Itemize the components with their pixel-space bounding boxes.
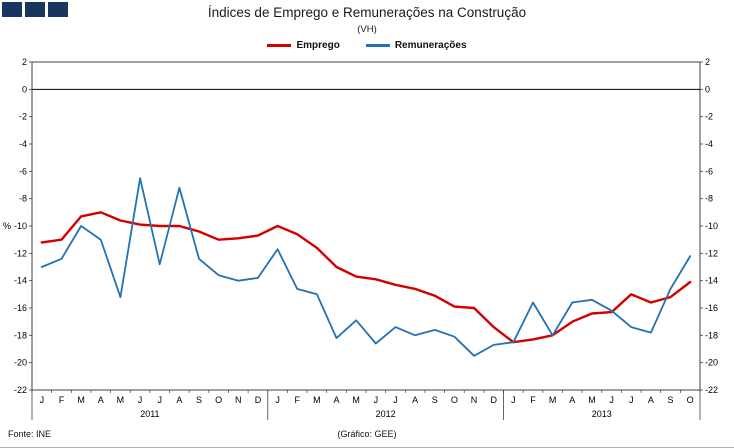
svg-text:-16: -16 xyxy=(705,303,718,313)
legend-item-remuneracoes: Remunerações xyxy=(365,40,467,51)
logo-square xyxy=(2,2,22,17)
svg-text:0: 0 xyxy=(22,84,27,94)
svg-text:O: O xyxy=(451,395,458,405)
chart-legend: Emprego Remunerações xyxy=(0,40,734,51)
svg-text:-6: -6 xyxy=(19,166,27,176)
svg-text:2: 2 xyxy=(22,57,27,67)
svg-text:M: M xyxy=(549,395,557,405)
svg-text:-10: -10 xyxy=(14,221,27,231)
logo xyxy=(2,2,68,17)
svg-text:S: S xyxy=(196,395,202,405)
svg-text:D: D xyxy=(490,395,497,405)
svg-text:-22: -22 xyxy=(705,385,718,395)
svg-text:-10: -10 xyxy=(705,221,718,231)
svg-text:S: S xyxy=(432,395,438,405)
svg-text:M: M xyxy=(117,395,125,405)
svg-text:N: N xyxy=(471,395,478,405)
legend-label-remuneracoes: Remunerações xyxy=(394,40,467,51)
legend-label-emprego: Emprego xyxy=(296,40,340,51)
chart-title: Índices de Emprego e Remunerações na Con… xyxy=(207,5,527,20)
credit-label: (Gráfico: GEE) xyxy=(337,429,397,439)
svg-text:%: % xyxy=(3,221,11,231)
svg-text:-8: -8 xyxy=(705,194,713,204)
logo-square xyxy=(25,2,45,17)
svg-text:J: J xyxy=(393,395,398,405)
svg-text:J: J xyxy=(40,395,45,405)
svg-text:-12: -12 xyxy=(705,248,718,258)
svg-text:-8: -8 xyxy=(19,194,27,204)
svg-text:-2: -2 xyxy=(705,112,713,122)
svg-text:M: M xyxy=(313,395,321,405)
legend-swatch-emprego xyxy=(267,44,292,47)
svg-text:2: 2 xyxy=(705,57,710,67)
svg-text:-14: -14 xyxy=(705,276,718,286)
svg-text:-20: -20 xyxy=(705,358,718,368)
svg-text:-20: -20 xyxy=(14,358,27,368)
source-label: Fonte: INE xyxy=(8,429,52,439)
svg-text:-16: -16 xyxy=(14,303,27,313)
svg-text:-22: -22 xyxy=(14,385,27,395)
logo-square xyxy=(48,2,68,17)
svg-text:O: O xyxy=(687,395,694,405)
svg-text:A: A xyxy=(334,395,340,405)
svg-text:2012: 2012 xyxy=(376,409,396,419)
svg-text:J: J xyxy=(138,395,143,405)
svg-text:A: A xyxy=(569,395,575,405)
svg-text:-14: -14 xyxy=(14,276,27,286)
svg-text:F: F xyxy=(530,395,536,405)
svg-text:J: J xyxy=(374,395,379,405)
chart-canvas: 2 2 0 0 -2 -2 -4 -4 -6 -6 -8 -8 -10 -10 -12 -12 -14 -14 -1… xyxy=(3,57,718,420)
svg-text:D: D xyxy=(255,395,262,405)
svg-text:M: M xyxy=(588,395,596,405)
svg-text:A: A xyxy=(648,395,654,405)
legend-swatch-remuneracoes xyxy=(365,44,390,47)
svg-text:J: J xyxy=(275,395,280,405)
svg-text:O: O xyxy=(215,395,222,405)
svg-text:-2: -2 xyxy=(19,112,27,122)
svg-text:-4: -4 xyxy=(19,139,27,149)
footer: Fonte: INE (Gráfico: GEE) xyxy=(0,429,734,443)
svg-text:J: J xyxy=(609,395,614,405)
svg-text:A: A xyxy=(176,395,182,405)
legend-item-emprego: Emprego xyxy=(267,40,340,51)
svg-text:2013: 2013 xyxy=(592,409,612,419)
svg-text:-6: -6 xyxy=(705,166,713,176)
svg-text:N: N xyxy=(235,395,242,405)
svg-text:-12: -12 xyxy=(14,248,27,258)
svg-text:S: S xyxy=(668,395,674,405)
svg-text:0: 0 xyxy=(705,84,710,94)
svg-text:A: A xyxy=(98,395,104,405)
svg-text:J: J xyxy=(157,395,162,405)
svg-text:-4: -4 xyxy=(705,139,713,149)
svg-text:-18: -18 xyxy=(705,330,718,340)
svg-text:F: F xyxy=(294,395,300,405)
svg-text:M: M xyxy=(77,395,85,405)
svg-text:M: M xyxy=(352,395,360,405)
chart-subtitle: (VH) xyxy=(357,24,377,35)
svg-text:A: A xyxy=(412,395,418,405)
svg-text:2011: 2011 xyxy=(140,409,159,419)
svg-text:J: J xyxy=(629,395,634,405)
svg-text:-18: -18 xyxy=(14,330,27,340)
svg-text:F: F xyxy=(59,395,65,405)
svg-text:J: J xyxy=(511,395,516,405)
